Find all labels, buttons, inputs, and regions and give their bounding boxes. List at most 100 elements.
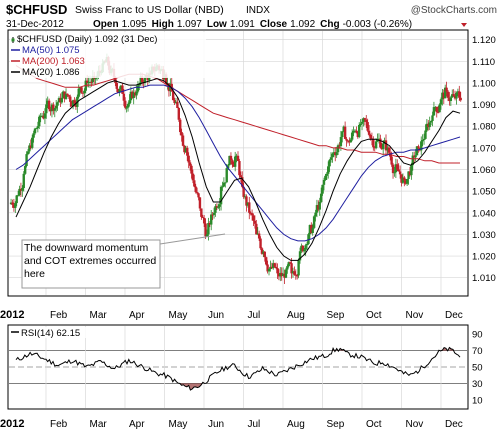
candle [11, 199, 14, 208]
candle [231, 158, 234, 168]
candle [342, 125, 345, 133]
candle [46, 96, 49, 109]
candle [228, 155, 231, 166]
candle [260, 247, 264, 255]
candle [135, 85, 138, 100]
candle [284, 267, 288, 279]
candle [25, 151, 28, 168]
rsi-y-axis: 10 30 50 70 90 [472, 330, 483, 407]
candle [45, 98, 48, 119]
candle [397, 163, 400, 172]
candle [201, 214, 204, 219]
candle [53, 107, 56, 118]
svg-text:MA(200) 1.063: MA(200) 1.063 [22, 56, 85, 67]
candle [21, 185, 24, 197]
candle [250, 209, 254, 221]
candle [439, 97, 443, 110]
candle [358, 122, 361, 139]
candle [391, 162, 395, 179]
candle [62, 90, 65, 99]
price-tick-label: 1.080 [472, 122, 496, 133]
candle [341, 131, 344, 143]
rsi-x-axis: Feb Mar Apr May Jun Jul Aug Sep Oct Nov Dec [50, 419, 463, 429]
rsi-tick-label: 70 [472, 346, 483, 357]
candle [132, 88, 135, 105]
ma200-line [15, 65, 460, 164]
ma20-line [15, 78, 461, 261]
candle [442, 89, 445, 105]
candle [32, 130, 35, 143]
month-label: Feb [50, 310, 68, 321]
candle [264, 256, 268, 266]
candle [12, 198, 16, 212]
candle [253, 215, 257, 229]
candle [431, 111, 434, 127]
candle [242, 182, 245, 199]
candle [356, 131, 360, 139]
year-label-bottom: 2012 [0, 418, 24, 429]
candle [249, 211, 252, 216]
candle [16, 190, 20, 197]
price-tick-label: 1.120 [472, 35, 496, 46]
candle [304, 243, 307, 256]
candle [15, 194, 18, 207]
candle [325, 171, 328, 180]
candle [59, 93, 62, 107]
candle [438, 103, 441, 113]
candle [56, 101, 59, 111]
price-tick-label: 1.010 [472, 273, 496, 284]
candle [28, 143, 31, 154]
candle [229, 152, 233, 165]
candle [319, 187, 323, 204]
price-tick-label: 1.090 [472, 100, 496, 111]
candle [335, 146, 338, 158]
month-label: Aug [287, 310, 305, 321]
svg-text:MA(50) 1.075: MA(50) 1.075 [22, 45, 80, 56]
candle [133, 90, 137, 98]
month-label: Nov [406, 310, 424, 321]
candle [436, 106, 440, 114]
month-label: Sep [327, 310, 345, 321]
candle [126, 102, 130, 112]
chart-symbol: $CHFUSD [6, 2, 67, 17]
candle [328, 159, 331, 172]
price-tick-label: 1.070 [472, 143, 496, 154]
candle [296, 274, 299, 280]
candle [173, 97, 176, 105]
candle [441, 89, 444, 106]
price-tick-label: 1.020 [472, 252, 496, 263]
candle [444, 84, 447, 99]
candle [318, 197, 321, 216]
candle [314, 209, 317, 222]
year-label-top: 2012 [0, 309, 24, 321]
chart-exchange: INDX [246, 5, 270, 16]
candle [435, 106, 438, 118]
candle [360, 118, 364, 131]
candle [290, 257, 293, 279]
candle [381, 140, 385, 156]
candle [446, 90, 450, 102]
candle [355, 126, 358, 134]
candle [452, 89, 455, 97]
price-y-axis: 1.010 1.020 1.030 1.040 1.050 1.060 1.070 1.080… [472, 35, 496, 284]
candle [257, 230, 261, 241]
candle [404, 178, 407, 185]
candle [71, 99, 75, 110]
candle [66, 93, 69, 97]
candle [198, 196, 202, 212]
candle [238, 158, 241, 179]
rsi-tick-label: 50 [472, 363, 483, 374]
candle [352, 126, 355, 137]
candle [331, 152, 334, 163]
candle [283, 269, 286, 285]
candle [336, 143, 340, 156]
candle [297, 258, 300, 279]
price-tick-label: 1.110 [472, 57, 495, 68]
candle [197, 192, 200, 201]
candle [22, 171, 25, 192]
candle [400, 174, 403, 187]
candle [300, 243, 303, 254]
candle [35, 127, 38, 130]
candle [366, 118, 369, 133]
price-tick-label: 1.040 [472, 208, 496, 219]
